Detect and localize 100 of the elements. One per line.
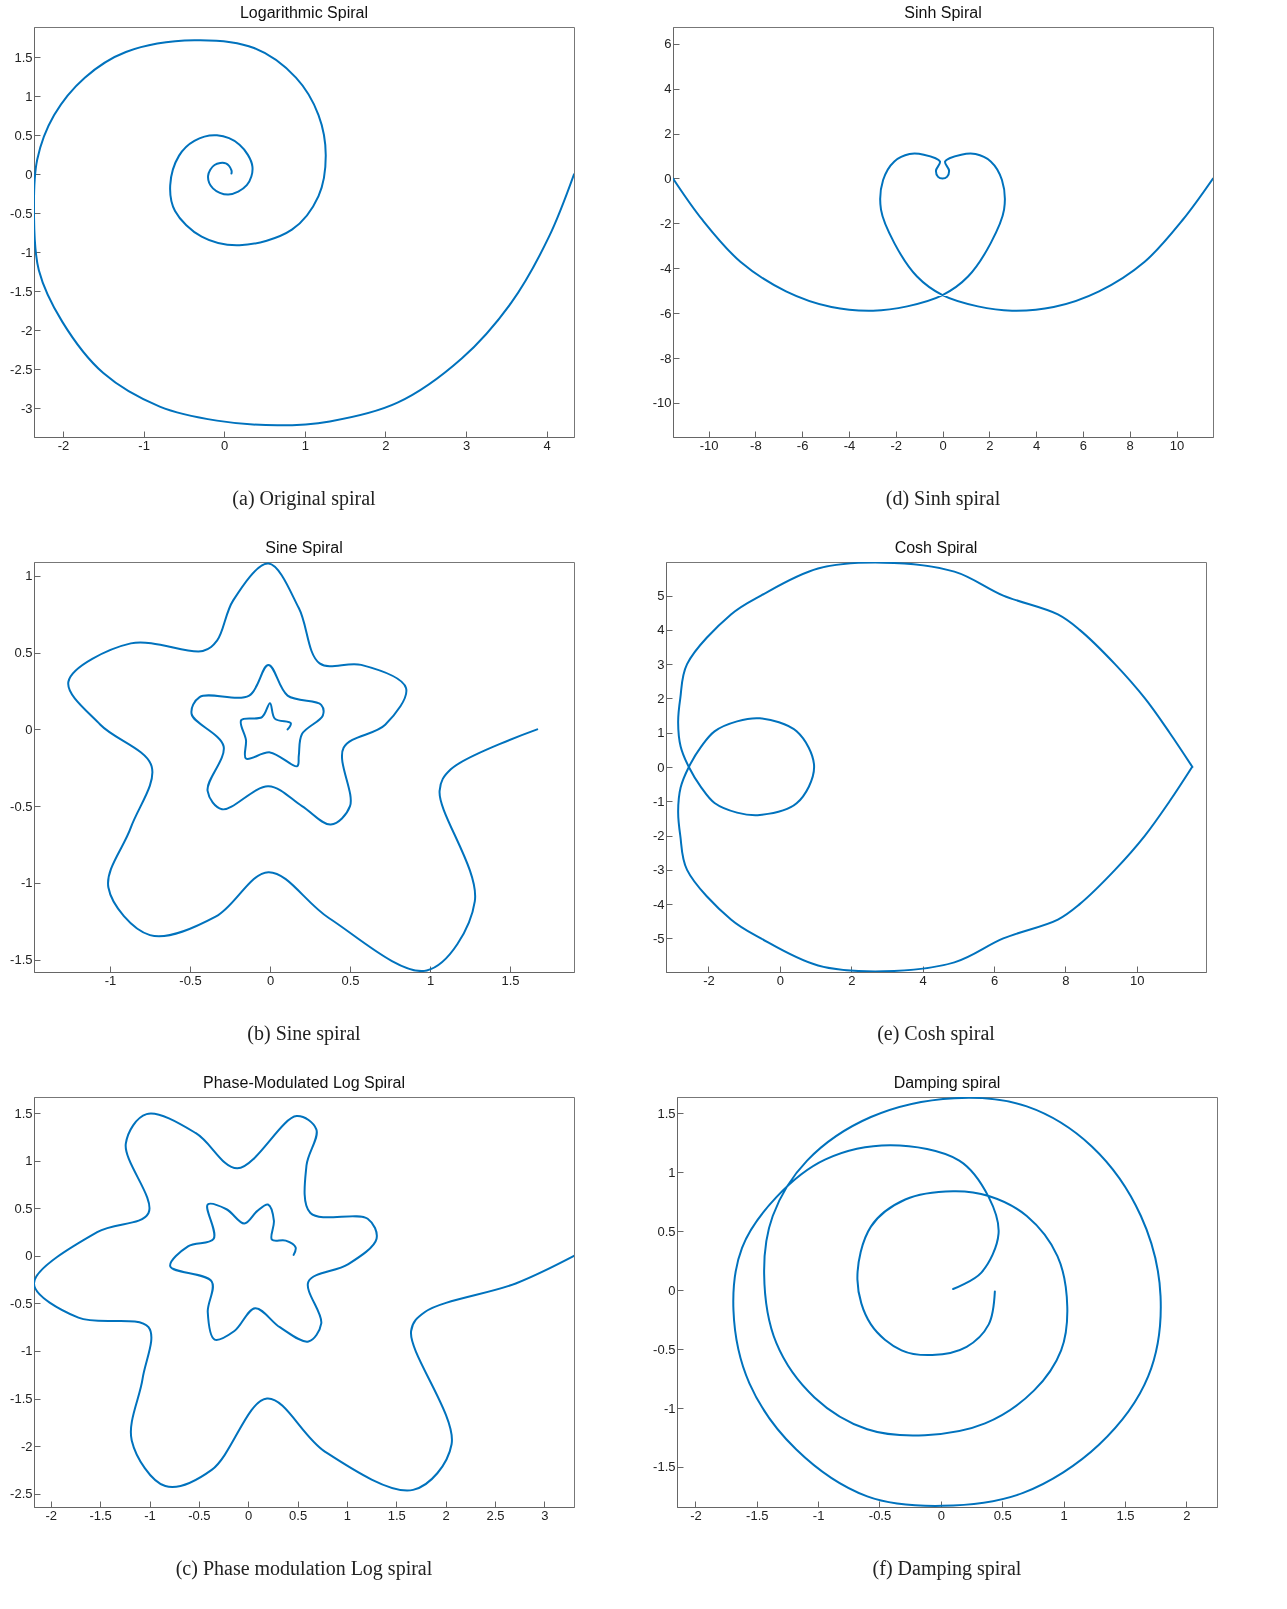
y-tick-label: -1.5 [10,1391,33,1407]
x-tick-label: -1.5 [89,1507,112,1523]
chart-title: Damping spiral [893,1074,1001,1091]
y-tick-label: 2 [657,690,665,706]
y-tick-label: 1 [668,1164,676,1180]
x-tick-label: 8 [1126,437,1134,453]
y-tick-label: -2.5 [10,1486,33,1502]
x-tick-label: 10 [1130,972,1145,988]
x-tick-label: -0.5 [868,1507,892,1523]
y-tick-label: -1 [663,1400,676,1416]
y-tick-label: 1.5 [657,1105,676,1121]
y-tick-label: 0.5 [14,1200,33,1216]
x-tick-label: -2 [890,437,903,453]
chart-title: Cosh Spiral [894,539,978,556]
chart-title: Phase-Modulated Log Spiral [203,1074,405,1091]
y-tick-label: 4 [657,622,665,638]
x-tick-label: 10 [1169,437,1185,453]
x-tick-label: -1 [138,437,150,453]
y-tick-label: -10 [652,395,672,411]
x-tick-label: 0 [245,1507,253,1523]
x-tick-label: 1 [426,972,435,988]
x-tick-label: 0.5 [341,972,360,988]
x-tick-label: 3 [541,1507,549,1523]
y-tick-label: -0.5 [10,798,33,814]
chart-title: Logarithmic Spiral [239,4,369,21]
y-tick-label: -1.5 [10,283,33,299]
x-tick-label: 1 [301,437,309,453]
x-tick-label: -1.5 [746,1507,769,1523]
y-tick-label: 3 [657,656,665,672]
y-tick-label: -8 [659,350,672,366]
y-tick-label: -0.5 [10,205,33,221]
x-tick-label: -8 [750,437,762,453]
y-tick-label: 1.5 [14,49,33,65]
y-tick-label: -0.5 [653,1341,676,1357]
y-tick-label: -2 [20,1438,33,1454]
y-tick-label: -3 [652,862,665,878]
y-tick-label: -1 [20,875,33,891]
line-series [34,1112,574,1492]
y-tick-label: -5 [652,930,665,946]
y-tick-label: -1 [652,793,665,809]
line-series [34,39,574,427]
x-tick-label: -2 [45,1507,58,1523]
x-tick-label: -6 [796,437,809,453]
x-tick-label: 4 [543,437,551,453]
y-tick-label: -2 [652,828,665,844]
text: (e) Cosh spiral [877,1022,996,1045]
x-tick-label: 2.5 [486,1507,505,1523]
y-tick-label: 1 [25,1153,33,1169]
line-series [673,152,1213,312]
text: (c) Phase modulation Log spiral [175,1557,433,1580]
x-tick-label: -1 [144,1507,156,1523]
chart-title: Sine Spiral [265,539,343,556]
x-tick-label: 2 [1183,1507,1191,1523]
y-tick-label: 0 [664,170,672,186]
y-tick-label: 2 [664,126,672,142]
x-tick-label: 1 [1060,1507,1068,1523]
chart-title: Sinh Spiral [904,4,982,21]
y-tick-label: 0 [25,721,33,737]
x-tick-label: 0.5 [289,1507,308,1523]
x-tick-label: 2 [382,437,390,453]
x-tick-label: 3 [462,437,471,453]
x-tick-label: -1 [812,1507,825,1523]
x-tick-label: -4 [843,437,856,453]
y-tick-label: -0.5 [10,1295,33,1311]
line-series [677,562,1194,972]
y-tick-label: -6 [659,305,672,321]
y-tick-label: -2 [20,322,33,338]
x-tick-label: 2 [442,1507,450,1523]
x-tick-label: 1.5 [387,1507,406,1523]
y-tick-label: 0.5 [14,645,33,661]
y-tick-label: 0 [668,1282,676,1298]
y-tick-label: -3 [20,400,33,416]
x-tick-label: 6 [1079,437,1088,453]
x-tick-label: -2 [57,437,70,453]
y-tick-label: -2 [659,215,672,231]
x-tick-label: -1 [104,972,117,988]
y-tick-label: 1.5 [14,1105,33,1121]
y-tick-label: -1.5 [10,952,33,968]
text: (a) Original spiral [232,487,377,510]
x-tick-label: -0.5 [188,1507,211,1523]
x-tick-label: -0.5 [179,972,202,988]
x-tick-label: 1 [343,1507,352,1523]
y-tick-label: -1.5 [653,1459,676,1475]
y-tick-label: -2.5 [10,361,33,377]
x-tick-label: 4 [1033,437,1041,453]
y-tick-label: -4 [652,896,665,912]
y-tick-label: -1 [20,244,33,260]
y-tick-label: 0.5 [14,127,33,143]
y-tick-label: 0 [25,1248,33,1264]
x-tick-label: 0 [937,1507,945,1523]
y-tick-label: -4 [659,260,672,276]
y-tick-label: 0 [25,166,33,182]
text: (d) Sinh spiral [885,487,1001,510]
y-tick-label: 0 [657,759,665,775]
x-tick-label: 0 [939,437,947,453]
y-tick-label: 5 [657,588,665,604]
x-tick-label: 0 [221,437,229,453]
y-tick-label: 1 [25,88,33,104]
line-series [732,1097,1162,1507]
x-tick-label: -2 [690,1507,702,1523]
